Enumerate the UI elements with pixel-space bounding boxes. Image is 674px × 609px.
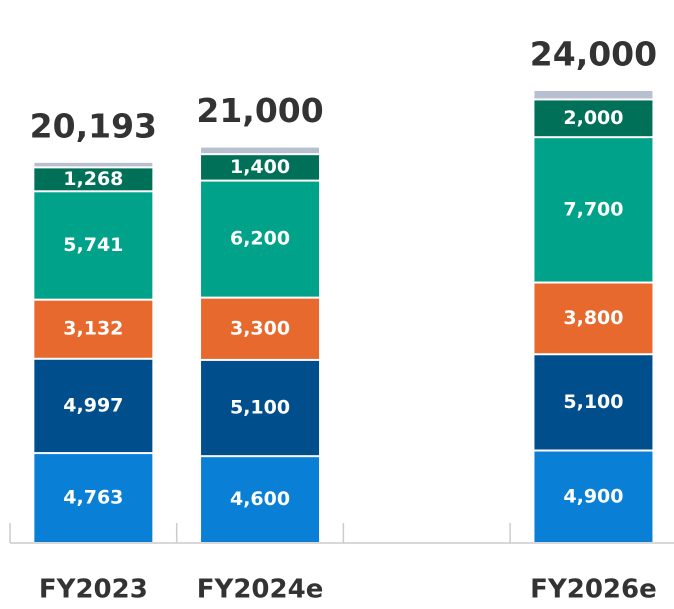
data-label: 4,900 (563, 485, 623, 507)
bar-segment (534, 91, 653, 99)
data-label: 5,100 (563, 391, 623, 413)
bar-segment (201, 298, 320, 359)
data-label: 1,268 (63, 168, 123, 190)
data-label: 2,000 (563, 107, 623, 129)
x-tick-label: FY2023 (39, 575, 148, 605)
bar-segment (534, 138, 653, 282)
bar-segment (534, 283, 653, 354)
bar-segment (534, 100, 653, 137)
total-label: 20,193 (30, 106, 157, 145)
data-label: 1,400 (230, 156, 290, 178)
bar-segment (34, 359, 153, 453)
data-label: 3,300 (230, 317, 290, 339)
bar-segment (34, 300, 153, 358)
bar-segment (201, 147, 320, 154)
bar-segment (201, 360, 320, 456)
data-label: 7,700 (563, 198, 623, 220)
bar-segment (34, 192, 153, 299)
data-label: 4,763 (63, 487, 123, 509)
bar-segment (201, 181, 320, 297)
bar-segment (34, 168, 153, 191)
x-tick-label: FY2024e (197, 575, 324, 605)
bar-segment (34, 162, 153, 167)
bar-segment (534, 451, 653, 542)
data-label: 3,800 (563, 307, 623, 329)
data-label: 5,100 (230, 397, 290, 419)
x-tick-label: FY2026e (530, 575, 657, 605)
bar-segment (201, 457, 320, 542)
total-label: 24,000 (530, 35, 657, 74)
data-label: 4,997 (63, 394, 123, 416)
data-label: 6,200 (230, 228, 290, 250)
data-label: 4,600 (230, 488, 290, 510)
bar-segment (534, 355, 653, 450)
bar-segment (201, 155, 320, 180)
data-label: 5,741 (63, 234, 123, 256)
total-label: 21,000 (196, 91, 323, 130)
bar-segment (34, 454, 153, 542)
data-label: 3,132 (63, 318, 123, 340)
